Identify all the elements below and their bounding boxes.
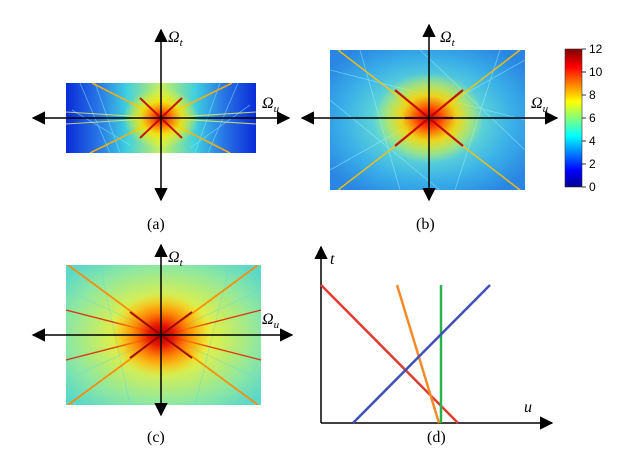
t-axis-label: t [330, 251, 335, 268]
blue-line [352, 284, 491, 424]
colorbar: 12 10 8 6 4 2 0 [564, 42, 603, 194]
colorbar-ramp [564, 48, 583, 188]
colorbar-tick-label: 6 [589, 111, 596, 125]
u-axis-label: u [524, 399, 532, 416]
colorbar-tick-label: 10 [589, 65, 603, 79]
colorbar-tick-label: 8 [589, 88, 596, 102]
orange-line [395, 284, 441, 424]
panel-b: Ωt Ωu (b) [300, 23, 559, 233]
panel-a: Ωt Ωu (a) [31, 28, 291, 233]
colorbar-tick-label: 12 [589, 42, 603, 56]
horizontal-axis-label-a: Ωu [262, 95, 280, 115]
colorbar-tick-label: 0 [589, 180, 596, 194]
panel-c: Ωt Ωu (c) [31, 243, 294, 446]
vertical-axis-label-b: Ωt [440, 29, 456, 49]
caption-d: (d) [427, 429, 446, 446]
spectrum-b [330, 50, 525, 190]
red-line [320, 284, 459, 424]
colorbar-tick-label: 2 [589, 157, 596, 171]
caption-c: (c) [147, 429, 165, 446]
colorbar-ticks: 12 10 8 6 4 2 0 [582, 42, 603, 194]
vertical-axis-label-c: Ωt [168, 249, 184, 269]
caption-b: (b) [416, 216, 435, 233]
vertical-axis-label-a: Ωt [168, 29, 184, 49]
caption-a: (a) [147, 216, 165, 233]
colorbar-tick-label: 4 [589, 134, 596, 148]
horizontal-axis-label-b: Ωu [531, 95, 549, 115]
panel-d: t u (d) [314, 245, 554, 446]
horizontal-axis-label-c: Ωu [262, 311, 280, 331]
